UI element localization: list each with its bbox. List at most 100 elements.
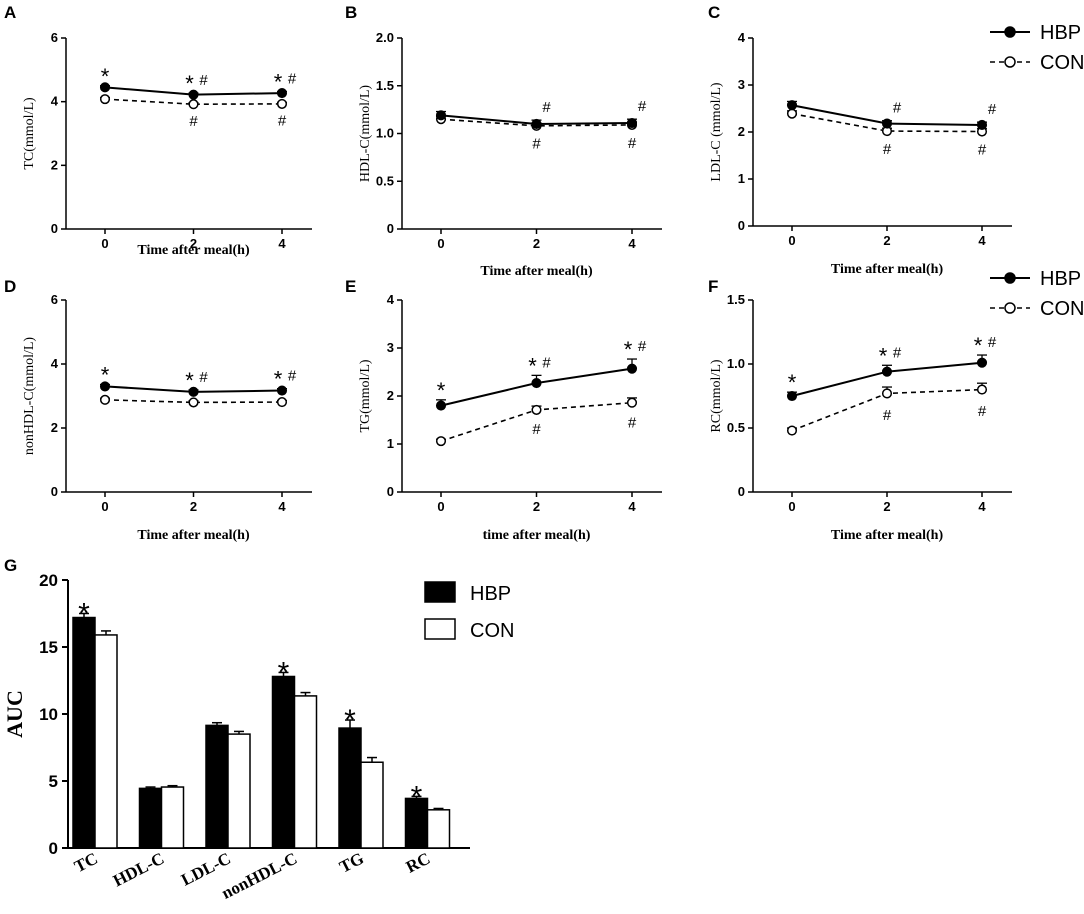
y-tick-label: 1 bbox=[387, 436, 394, 451]
panel-letter: F bbox=[708, 277, 718, 296]
panel-letter: G bbox=[4, 556, 17, 575]
y-tick-label: 0 bbox=[387, 484, 394, 499]
con-bar bbox=[160, 786, 185, 849]
significance-star: * bbox=[788, 370, 797, 395]
y-tick-label: 4 bbox=[51, 356, 59, 371]
y-tick-label: 20 bbox=[39, 571, 58, 590]
significance-star: * bbox=[974, 333, 983, 358]
hbp-point bbox=[881, 118, 893, 129]
x-tick-label: 4 bbox=[628, 499, 636, 514]
y-tick-label: 3 bbox=[738, 77, 745, 92]
x-tick-label: 2 bbox=[883, 499, 890, 514]
y-tick-label: 0 bbox=[738, 218, 745, 233]
panel-a: A 0 2 4 6 0 2 4 Time after meal(h) TC(mmol/L) # # * *… bbox=[4, 3, 312, 258]
con-point bbox=[188, 99, 199, 110]
x-tick-label: 0 bbox=[788, 233, 795, 248]
con-point bbox=[786, 108, 798, 119]
significance-star: * bbox=[437, 378, 446, 403]
con-point bbox=[881, 388, 893, 399]
x-tick-label: 0 bbox=[788, 499, 795, 514]
legend-hbp-marker bbox=[1004, 26, 1016, 38]
con-bar bbox=[360, 761, 384, 849]
x-axis-title: time after meal(h) bbox=[483, 528, 591, 543]
con-bar bbox=[227, 733, 251, 849]
x-axis-title: Time after meal(h) bbox=[831, 528, 944, 543]
legend-con-swatch bbox=[424, 618, 456, 640]
y-axis-title: AUC bbox=[2, 690, 27, 738]
hbp-bar bbox=[72, 616, 96, 849]
hbp-point bbox=[276, 385, 288, 396]
y-tick-label: 4 bbox=[387, 292, 395, 307]
hbp-point bbox=[99, 82, 111, 93]
y-tick-label: 2.0 bbox=[376, 30, 394, 45]
x-tick-label: TG bbox=[336, 849, 367, 877]
y-tick-label: 0 bbox=[51, 484, 58, 499]
x-tick-label: 4 bbox=[978, 233, 986, 248]
y-tick-label: 1.0 bbox=[376, 126, 394, 141]
significance-star: * bbox=[274, 69, 283, 94]
hbp-point bbox=[881, 366, 893, 377]
significance-star: * bbox=[411, 780, 423, 813]
panel-c: C 0 1 2 3 4 0 2 4 Time after meal(h) LDL-C (mmol/L… bbox=[708, 3, 1012, 277]
y-axis-title: RC(mmol/L) bbox=[709, 359, 724, 432]
significance-hash: # bbox=[542, 99, 551, 116]
hbp-point bbox=[626, 363, 638, 374]
con-series-line bbox=[104, 399, 283, 404]
significance-hash: # bbox=[542, 354, 551, 371]
x-tick-label: TC bbox=[71, 849, 101, 877]
hbp-point bbox=[786, 100, 798, 111]
y-axis-title: TG(mmol/L) bbox=[358, 359, 373, 432]
significance-hash: # bbox=[288, 368, 297, 385]
panel-letter: B bbox=[345, 3, 357, 22]
y-tick-label: 4 bbox=[51, 94, 59, 109]
significance-hash: # bbox=[189, 113, 198, 130]
y-axis-title: TC(mmol/L) bbox=[22, 97, 37, 170]
y-tick-label: 0 bbox=[738, 484, 745, 499]
y-tick-label: 1.5 bbox=[727, 292, 745, 307]
legend-hbp-label: HBP bbox=[1040, 22, 1081, 44]
significance-hash: # bbox=[883, 141, 892, 158]
significance-hash: # bbox=[893, 344, 902, 361]
hbp-point bbox=[976, 357, 988, 368]
con-point bbox=[786, 425, 798, 436]
x-tick-label: 0 bbox=[101, 236, 108, 251]
con-bar bbox=[94, 634, 118, 849]
hbp-point bbox=[188, 89, 199, 100]
significance-hash: # bbox=[978, 141, 987, 158]
panel-f: F 0 0.5 1.0 1.5 0 2 4 Time after meal(h) RC(mmol/… bbox=[708, 277, 1012, 543]
y-tick-label: 0 bbox=[49, 839, 58, 858]
con-point bbox=[276, 98, 288, 109]
con-point bbox=[188, 397, 199, 408]
legend-hbp-swatch bbox=[424, 581, 456, 603]
hbp-point bbox=[786, 390, 798, 402]
panel-letter: C bbox=[708, 3, 720, 22]
y-axis-title: HDL-C(mmol/L) bbox=[358, 85, 373, 183]
significance-star: * bbox=[879, 343, 888, 368]
hbp-point bbox=[976, 119, 988, 130]
x-tick-label: 4 bbox=[978, 499, 986, 514]
y-tick-label: 0.5 bbox=[727, 420, 745, 435]
y-tick-label: 0.5 bbox=[376, 173, 394, 188]
y-tick-label: 4 bbox=[738, 30, 746, 45]
significance-hash: # bbox=[628, 135, 637, 152]
y-tick-label: 2 bbox=[738, 124, 745, 139]
legend-con-marker bbox=[1004, 56, 1016, 68]
x-tick-label: RC bbox=[403, 849, 434, 877]
significance-hash: # bbox=[532, 136, 541, 153]
x-tick-label: 2 bbox=[190, 499, 197, 514]
con-point bbox=[976, 384, 988, 395]
hbp-point bbox=[276, 88, 288, 99]
x-axis-title: Time after meal(h) bbox=[137, 528, 250, 543]
x-tick-label: 4 bbox=[628, 236, 636, 251]
y-tick-label: 0 bbox=[51, 221, 58, 236]
significance-hash: # bbox=[988, 101, 997, 118]
significance-star: * bbox=[624, 337, 633, 362]
legend-hbp-marker bbox=[1004, 272, 1016, 284]
significance-star: * bbox=[528, 353, 537, 378]
hbp-bar bbox=[205, 724, 229, 849]
x-tick-label: HDL-C bbox=[110, 849, 167, 891]
significance-star: * bbox=[274, 367, 283, 392]
significance-hash: # bbox=[628, 415, 637, 432]
significance-star: * bbox=[101, 362, 110, 387]
x-tick-label: 2 bbox=[883, 233, 890, 248]
